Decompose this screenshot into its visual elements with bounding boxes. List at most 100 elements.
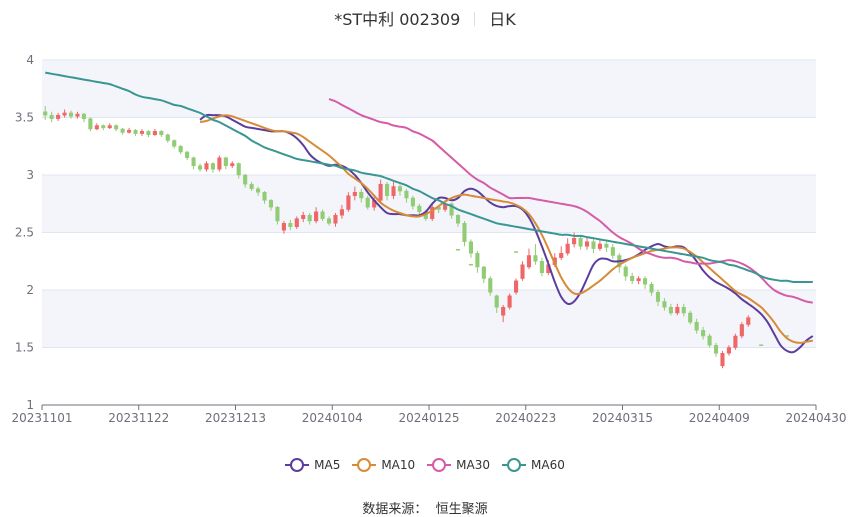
candle-body: [178, 146, 183, 153]
candle-body: [604, 243, 609, 248]
candle-body: [739, 324, 744, 337]
x-tick-label: 20231213: [205, 411, 266, 425]
legend-item-ma60[interactable]: MA60: [502, 458, 565, 472]
candlestick: [352, 186, 357, 201]
candle-body: [49, 114, 54, 119]
candlestick: [430, 203, 435, 221]
candlestick: [623, 264, 628, 281]
candle-body: [468, 241, 473, 254]
candle-body: [584, 241, 590, 247]
legend-marker-circle: [432, 458, 447, 472]
candlestick: [610, 244, 615, 259]
ma-line-ma10: [199, 114, 813, 344]
candlestick: [326, 216, 332, 226]
candlestick: [739, 322, 744, 339]
candle-body: [230, 163, 235, 167]
candlestick: [481, 265, 486, 284]
candle-body: [204, 163, 209, 170]
candle-body: [494, 295, 499, 308]
candlestick: [417, 203, 422, 216]
candle-body: [675, 307, 680, 314]
candle-body: [449, 203, 454, 216]
candle-body: [475, 252, 480, 268]
moving-average-lines: [45, 71, 814, 354]
candle-body: [352, 192, 357, 196]
candle-body: [681, 307, 686, 314]
candlestick: [256, 186, 261, 196]
candlestick: [391, 181, 396, 200]
candle-body: [662, 301, 667, 308]
candle-body: [281, 223, 286, 231]
candlestick: [475, 250, 480, 273]
candlestick: [597, 239, 602, 251]
candle-body: [56, 114, 61, 119]
candlestick: [165, 133, 170, 143]
candlestick: [662, 298, 667, 311]
candle-body: [643, 278, 648, 285]
candle-body: [210, 163, 215, 170]
legend-item-ma10[interactable]: MA10: [352, 458, 415, 472]
candlestick: [681, 303, 686, 317]
candle-body: [481, 266, 486, 279]
candle-body: [191, 157, 196, 167]
candle-body: [249, 183, 254, 190]
candle-body: [404, 190, 409, 199]
candlestick: [572, 232, 577, 248]
candle-body: [623, 266, 628, 277]
candlestick: [385, 181, 390, 201]
candle-body: [385, 183, 390, 196]
candlestick: [275, 206, 280, 225]
candle-body: [326, 218, 332, 224]
candlestick: [643, 276, 648, 289]
candle-body: [217, 157, 222, 170]
candle-body: [339, 209, 344, 216]
candle-body: [301, 215, 306, 219]
candle-body: [133, 129, 138, 134]
candle-body: [455, 215, 461, 224]
candlestick: [159, 130, 164, 138]
candlestick: [314, 207, 319, 224]
candlestick: [114, 124, 119, 132]
candlestick: [49, 111, 54, 123]
candlestick: [507, 293, 512, 310]
candlestick: [333, 212, 338, 227]
candle-body: [288, 223, 293, 228]
legend-item-ma30[interactable]: MA30: [427, 458, 490, 472]
legend-marker-icon: [427, 458, 452, 472]
candle-body: [430, 206, 435, 219]
candle-body: [655, 292, 661, 302]
kline-chart[interactable]: 11.522.533.54 20231101 20231122 20231213 20…: [0, 0, 850, 440]
candlestick: [81, 112, 86, 123]
candlestick: [591, 238, 596, 254]
candle-body: [127, 129, 132, 133]
x-tick-label: 20240409: [689, 411, 750, 425]
candle-body: [726, 347, 731, 354]
x-tick-label: 20231101: [11, 411, 72, 425]
y-tick-label: 4: [26, 53, 34, 67]
candle-body: [159, 131, 164, 136]
candle-body: [165, 134, 170, 141]
candle-body: [75, 113, 80, 117]
candlestick: [152, 129, 157, 136]
y-tick-label: 1: [26, 398, 34, 412]
candlestick: [565, 238, 570, 256]
legend-label: MA30: [456, 458, 491, 472]
candlestick: [301, 211, 306, 223]
legend-item-ma5[interactable]: MA5: [285, 458, 340, 472]
candle-body: [268, 200, 274, 208]
candlestick: [139, 129, 145, 136]
candlestick: [733, 333, 738, 350]
legend-label: MA60: [531, 458, 565, 472]
candle-body: [397, 186, 403, 192]
candle-body: [694, 321, 699, 331]
candlestick: [488, 276, 493, 296]
candlestick: [249, 181, 254, 192]
candle-body: [185, 151, 190, 158]
grid-band: [42, 175, 816, 233]
legend-marker-icon: [352, 458, 377, 472]
candlestick: [533, 244, 538, 265]
candle-body: [526, 255, 532, 268]
x-tick-label: 20231122: [108, 411, 169, 425]
candle-body: [688, 312, 693, 323]
candlestick: [410, 195, 415, 210]
